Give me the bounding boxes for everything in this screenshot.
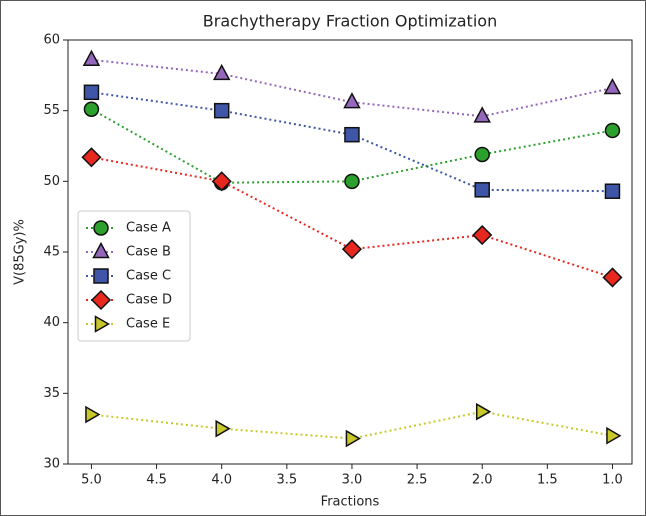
marker	[94, 315, 111, 333]
x-axis-label: Fractions	[321, 495, 380, 510]
marker	[602, 267, 623, 288]
x-tick-label: 2.5	[407, 473, 428, 488]
marker	[474, 182, 490, 198]
series-line	[91, 156, 613, 279]
x-tick-label: 3.0	[342, 473, 363, 488]
marker	[212, 63, 231, 81]
chart-title: Brachytherapy Fraction Optimization	[203, 12, 497, 31]
marker	[343, 92, 361, 109]
marker	[344, 173, 360, 190]
marker	[82, 49, 101, 67]
marker	[90, 289, 112, 311]
marker	[83, 101, 100, 118]
marker	[604, 122, 621, 139]
marker	[473, 106, 491, 123]
marker	[475, 402, 492, 421]
marker	[81, 147, 102, 168]
y-tick-label: 55	[43, 103, 60, 118]
marker	[92, 241, 110, 259]
legend-label: Case D	[126, 293, 172, 308]
legend-box	[77, 210, 191, 342]
x-tick-label: 4.0	[211, 473, 232, 488]
y-tick-label: 30	[43, 457, 60, 472]
marker	[606, 426, 622, 445]
y-tick-label: 45	[43, 245, 60, 260]
marker	[85, 405, 101, 424]
series-line	[90, 108, 613, 184]
y-axis-label: V(85Gy)%	[13, 219, 28, 285]
x-tick-label: 1.5	[537, 473, 558, 488]
marker	[472, 224, 493, 246]
x-tick-label: 5.0	[81, 473, 102, 488]
legend-label: Case A	[126, 221, 171, 236]
marker	[93, 268, 109, 284]
y-tick-label: 40	[43, 315, 60, 330]
marker	[215, 419, 231, 438]
marker	[83, 84, 100, 101]
legend-label: Case C	[126, 269, 171, 284]
legend-label: Case E	[126, 317, 170, 332]
x-tick-label: 3.5	[276, 473, 297, 488]
y-tick-label: 50	[43, 174, 60, 189]
x-tick-label: 4.5	[146, 473, 167, 488]
marker	[345, 429, 361, 448]
marker	[474, 146, 490, 163]
x-tick-label: 1.0	[602, 473, 623, 488]
marker	[603, 77, 622, 95]
marker	[341, 239, 363, 260]
y-tick-label: 35	[43, 386, 60, 401]
marker	[211, 171, 232, 192]
x-tick-label: 2.0	[472, 473, 493, 488]
marker	[213, 102, 230, 119]
legend: Case A Case B Case C Case D Case E	[77, 210, 191, 342]
marker	[344, 126, 360, 143]
y-tick-label: 60	[43, 33, 60, 48]
marker	[93, 220, 109, 236]
legend-label: Case B	[126, 245, 171, 260]
marker	[604, 183, 621, 199]
plot-frame	[67, 39, 633, 465]
